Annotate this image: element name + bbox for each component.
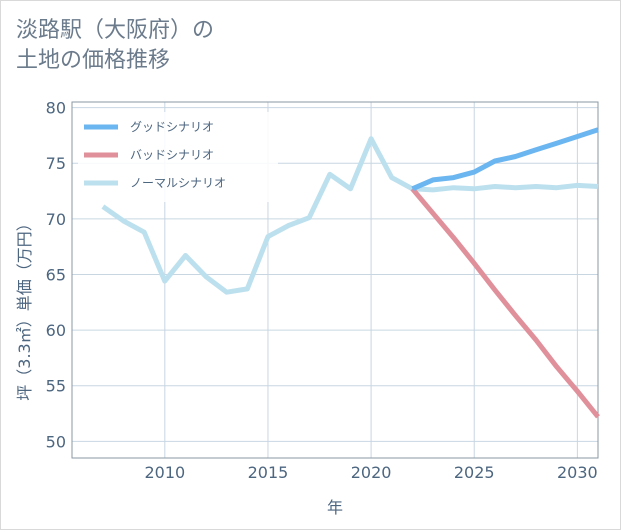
x-tick-label: 2010 (144, 463, 185, 482)
x-tick-label: 2030 (557, 463, 598, 482)
chart-title: 淡路駅（大阪府）の 土地の価格推移 (16, 18, 215, 73)
y-tick-label: 75 (46, 154, 66, 173)
plot-border (71, 101, 599, 459)
x-tick-labels: 2010 2015 2020 2025 2030 (144, 463, 597, 482)
y-tick-label: 80 (46, 99, 66, 118)
x-tick-label: 2025 (454, 463, 495, 482)
legend-label-1: バッドシナリオ (130, 148, 214, 162)
y-tick-label: 50 (46, 432, 66, 451)
legend-label-2: ノーマルシナリオ (130, 176, 226, 190)
series-line-2 (101, 136, 599, 295)
y-axis-title: 坪（3.3㎡）単価（万円） (15, 215, 34, 400)
series-lines (101, 127, 600, 419)
y-tick-label: 70 (46, 210, 66, 229)
legend-label-0: グッドシナリオ (130, 120, 214, 134)
series-line-0 (411, 127, 599, 192)
x-tick-label: 2020 (351, 463, 392, 482)
series-line-1 (410, 187, 600, 419)
y-tick-label: 65 (46, 265, 66, 284)
y-tick-label: 60 (46, 321, 66, 340)
y-tick-label: 55 (46, 377, 66, 396)
plot-area (71, 101, 599, 459)
x-axis-title: 年 (327, 498, 343, 517)
x-tick-label: 2015 (248, 463, 289, 482)
grid (72, 102, 598, 458)
y-tick-labels: 50 55 60 65 70 75 80 (46, 99, 66, 452)
